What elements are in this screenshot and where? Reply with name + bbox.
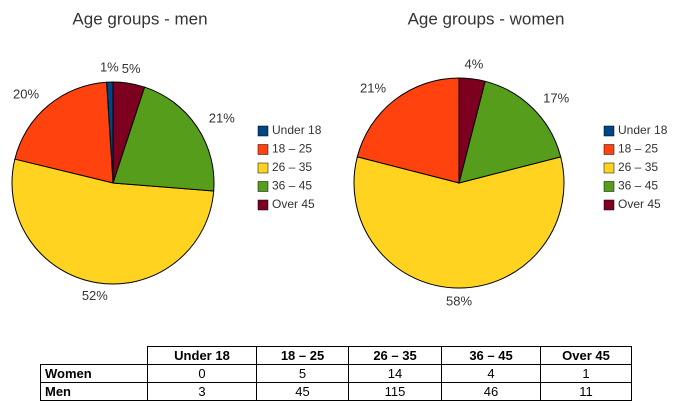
legend-label: Under 18	[618, 123, 668, 137]
pie-slice	[112, 86, 215, 192]
legend-label: 26 – 35	[618, 160, 658, 174]
cell: 1	[540, 364, 632, 383]
pie-slice	[14, 81, 114, 184]
chart-title: Age groups - women	[408, 9, 565, 28]
slice-label: 21%	[360, 80, 386, 95]
pie-slice	[458, 77, 486, 184]
slice-label: 5%	[122, 61, 141, 76]
legend-swatch	[603, 125, 615, 137]
slice-label: 21%	[209, 111, 235, 126]
column-header: Under 18	[147, 346, 257, 365]
legend-swatch	[603, 199, 615, 211]
pie-slice	[112, 81, 146, 184]
corner-cell	[41, 347, 148, 365]
column-header: 36 – 45	[441, 346, 541, 365]
row-label: Men	[40, 382, 148, 401]
cell: 45	[256, 382, 349, 401]
legend-swatch	[603, 144, 615, 155]
cell: 46	[441, 382, 541, 401]
column-header: 18 – 25	[256, 346, 349, 365]
legend-label: Over 45	[272, 197, 315, 211]
pie-slice	[353, 156, 565, 289]
pie-slice	[11, 158, 215, 285]
legend-swatch	[603, 162, 615, 174]
table-row: Men 3 45 115 46 11	[40, 382, 632, 401]
legend-label: 18 – 25	[618, 142, 658, 156]
legend-label: Under 18	[272, 123, 322, 137]
legend-label: 36 – 45	[618, 179, 658, 193]
cell: 5	[256, 364, 349, 383]
cell: 115	[348, 382, 442, 401]
legend-swatch	[257, 125, 269, 137]
cell: 0	[147, 364, 257, 383]
legend-label: 18 – 25	[272, 142, 312, 156]
slice-label: 58%	[446, 293, 472, 308]
cell: 3	[147, 382, 257, 401]
pie-slice	[356, 77, 460, 184]
legend-swatch	[257, 144, 269, 155]
column-header: Over 45	[540, 346, 632, 365]
legend-swatch	[257, 199, 269, 211]
legend-swatch	[257, 162, 269, 174]
table-row: Women 0 5 14 4 1	[40, 364, 632, 383]
row-label: Women	[40, 364, 148, 383]
slice-label: 4%	[465, 56, 484, 71]
legend-label: 36 – 45	[272, 179, 312, 193]
cell: 14	[348, 364, 442, 383]
legend-swatch	[257, 181, 269, 192]
data-table: Under 18 18 – 25 26 – 35 36 – 45 Over 45 Wome…	[40, 346, 632, 401]
cell: 4	[441, 364, 541, 383]
pie-slice	[458, 80, 562, 184]
chart-title: Age groups - men	[72, 9, 207, 28]
legend-label: 26 – 35	[272, 160, 312, 174]
legend-swatch	[603, 181, 615, 192]
header-row: Under 18 18 – 25 26 – 35 36 – 45 Over 45	[41, 346, 632, 365]
legend-label: Over 45	[618, 197, 661, 211]
slice-label: 20%	[13, 86, 39, 101]
slice-label: 1%	[100, 59, 119, 74]
column-header: 26 – 35	[348, 346, 442, 365]
slice-label: 17%	[543, 90, 569, 105]
cell: 11	[540, 382, 632, 401]
charts: Age groups - men 1% 20% 52% 21% 5% Under 18 18 …	[11, 9, 668, 308]
slice-label: 52%	[82, 288, 108, 303]
